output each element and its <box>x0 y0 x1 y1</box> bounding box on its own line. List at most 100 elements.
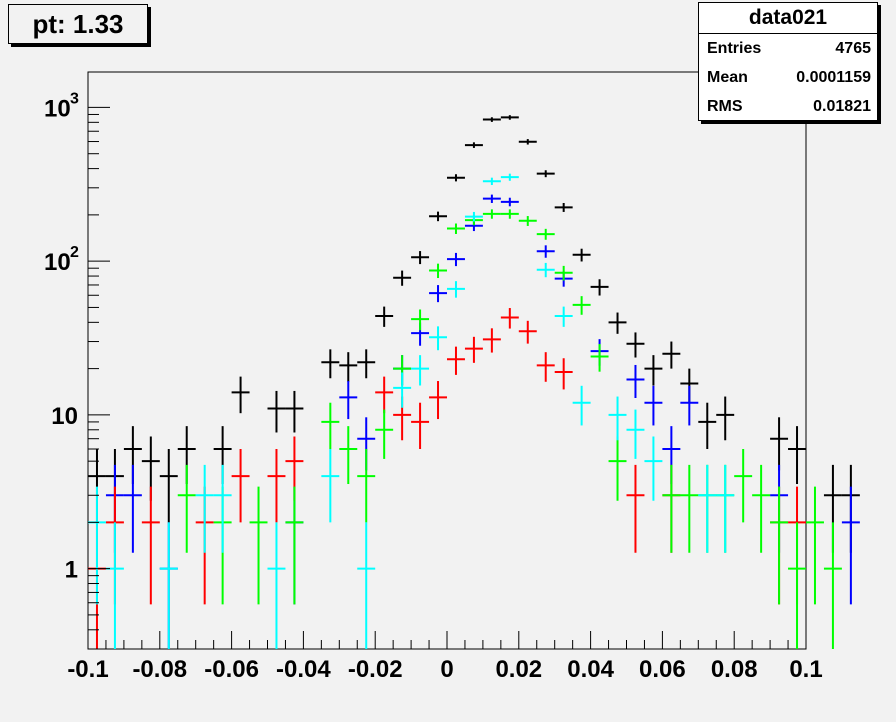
histogram-title: pt: 1.33 <box>8 4 148 44</box>
data-point <box>698 464 717 553</box>
data-point <box>447 346 465 375</box>
stats-value: 0.0001159 <box>796 69 871 86</box>
data-point <box>482 177 501 186</box>
data-point <box>554 202 573 212</box>
data-point <box>698 402 717 449</box>
data-point <box>716 464 735 553</box>
data-point <box>231 376 250 414</box>
y-tick-label: 10 <box>51 403 78 430</box>
y-tick-label: 10 <box>44 95 71 122</box>
stats-key: Entries <box>707 40 762 57</box>
axis-layer: -0.1 -0.08 -0.06 -0.04 -0.02 0 0.02 0.04 0.06 0.0… <box>44 90 823 683</box>
data-point <box>770 417 789 471</box>
x-tick-label: -0.06 <box>204 656 259 683</box>
x-tick-label: -0.08 <box>132 656 187 683</box>
data-point <box>429 381 447 420</box>
x-tick-label: 0.04 <box>567 656 614 683</box>
data-point <box>626 364 645 399</box>
x-tick-label: 0 <box>440 656 453 683</box>
stats-row-rms: RMS 0.01821 <box>699 92 877 121</box>
data-point <box>339 352 358 382</box>
data-point <box>500 115 519 120</box>
data-point <box>375 409 394 459</box>
data-point <box>536 245 555 258</box>
data-point <box>267 448 286 523</box>
data-point <box>823 522 842 649</box>
y-tick-label: 10 <box>44 249 71 276</box>
x-tick-label: 0.08 <box>711 656 758 683</box>
data-point <box>554 265 573 281</box>
data-point <box>482 117 501 122</box>
data-point <box>518 139 537 145</box>
data-point <box>536 352 555 382</box>
data-point <box>536 262 555 278</box>
x-tick-label: 0.02 <box>495 656 542 683</box>
series-4 <box>88 173 735 649</box>
data-point <box>447 174 465 182</box>
data-point <box>500 209 519 219</box>
data-point <box>500 308 519 329</box>
data-point <box>608 312 627 334</box>
data-point <box>626 409 645 459</box>
data-point <box>249 486 268 605</box>
data-point <box>321 448 340 523</box>
data-point <box>536 228 555 240</box>
x-tick-label: -0.04 <box>276 656 331 683</box>
data-point <box>841 486 860 605</box>
data-point <box>231 448 250 523</box>
stats-key: Mean <box>707 69 748 86</box>
x-tick-label: -0.1 <box>67 656 108 683</box>
data-point <box>572 248 591 262</box>
data-point <box>447 223 465 234</box>
data-point <box>429 326 447 351</box>
data-point <box>644 355 663 386</box>
data-point <box>770 486 789 605</box>
data-point <box>554 306 573 327</box>
data-point <box>285 390 304 433</box>
data-point <box>464 336 483 363</box>
data-point <box>572 385 591 426</box>
data-point <box>411 251 430 265</box>
series-0 <box>88 115 860 553</box>
stats-value: 0.01821 <box>813 98 871 115</box>
data-point <box>680 464 699 553</box>
data-point <box>447 281 465 298</box>
data-point <box>375 306 394 327</box>
data-point <box>195 464 214 553</box>
data-point <box>339 426 358 485</box>
data-point <box>572 296 591 315</box>
data-point <box>213 464 232 553</box>
y-tick-label-exponent: 3 <box>70 90 79 107</box>
data-point <box>159 522 178 649</box>
data-point <box>357 349 376 379</box>
data-point <box>662 341 681 369</box>
data-point <box>464 211 483 222</box>
data-point <box>267 390 286 433</box>
data-point <box>429 211 447 222</box>
data-point <box>357 448 376 523</box>
data-point <box>500 173 519 181</box>
stats-key: RMS <box>707 98 743 115</box>
data-point <box>518 320 537 344</box>
data-point <box>626 332 645 358</box>
data-point <box>429 263 447 279</box>
data-point <box>159 448 178 523</box>
data-point <box>734 448 753 523</box>
x-tick-label: 0.06 <box>639 656 686 683</box>
data-point <box>536 170 555 178</box>
data-point <box>411 309 430 331</box>
x-tick-label: -0.02 <box>348 656 403 683</box>
data-point <box>500 197 519 207</box>
data-point <box>644 436 663 501</box>
data-point <box>429 285 447 303</box>
data-point <box>806 486 824 605</box>
data-point <box>752 464 771 553</box>
data-point <box>680 385 699 426</box>
stats-box: data021 Entries 4765 Mean 0.0001159 RMS … <box>698 2 878 121</box>
data-point <box>321 402 340 449</box>
data-point <box>608 396 627 441</box>
data-point <box>554 358 573 390</box>
data-point <box>285 486 304 605</box>
y-tick-label: 1 <box>65 557 78 584</box>
data-point <box>644 385 663 426</box>
